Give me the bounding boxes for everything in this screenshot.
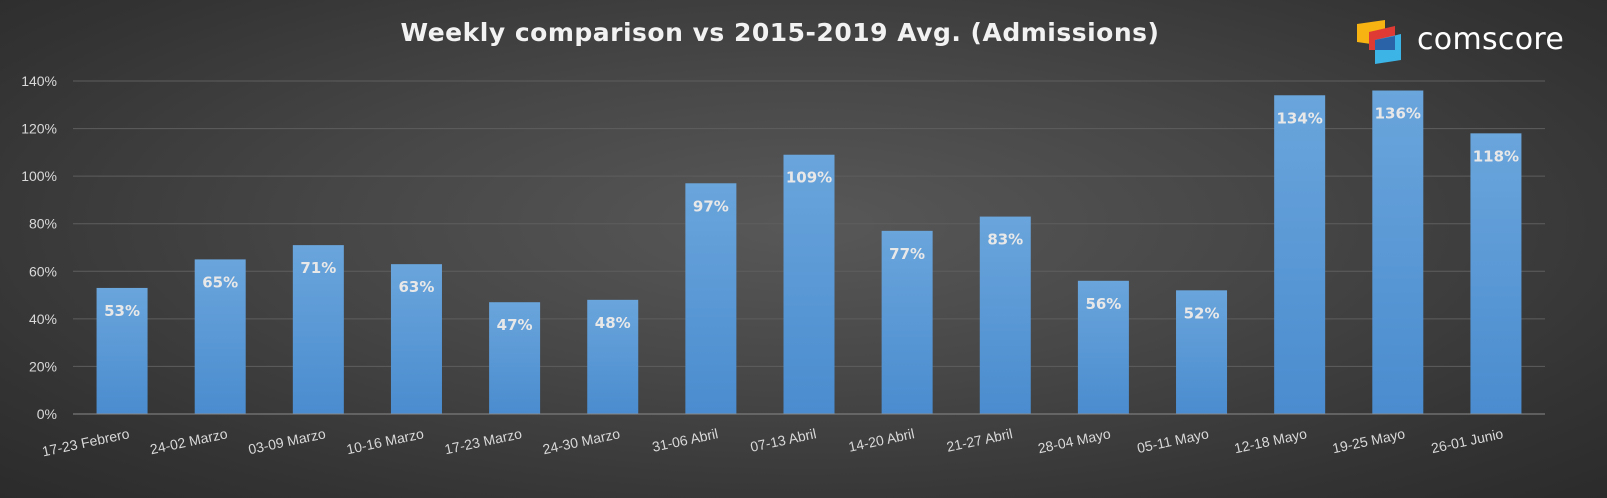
- x-tick-label: 05-11 Mayo: [1136, 425, 1211, 456]
- data-label: 53%: [104, 302, 140, 320]
- x-tick-label: 24-30 Marzo: [541, 425, 621, 457]
- bars: [96, 90, 1522, 415]
- bar: [390, 264, 442, 414]
- bar: [783, 154, 835, 414]
- brand-name: comscore: [1417, 22, 1565, 57]
- data-label: 136%: [1375, 105, 1421, 123]
- bar: [1077, 280, 1129, 414]
- data-label: 71%: [300, 259, 336, 277]
- y-tick-label: 80%: [29, 216, 57, 232]
- chart-title: Weekly comparison vs 2015-2019 Avg. (Adm…: [400, 18, 1160, 47]
- data-label: 48%: [595, 314, 631, 332]
- data-label: 52%: [1184, 304, 1220, 322]
- x-tick-label: 03-09 Marzo: [247, 425, 327, 457]
- bar: [881, 230, 933, 414]
- x-tick-label: 12-18 Mayo: [1233, 425, 1309, 456]
- data-label: 77%: [889, 245, 925, 263]
- x-tick-label: 17-23 Marzo: [443, 425, 523, 457]
- data-label: 63%: [399, 278, 435, 296]
- bar: [1176, 290, 1228, 414]
- y-tick-label: 120%: [21, 121, 57, 137]
- y-axis-ticks: 0% 20% 40% 60% 80% 100% 120% 140%: [21, 73, 57, 422]
- bar: [1274, 95, 1326, 415]
- y-tick-label: 140%: [21, 73, 57, 89]
- x-tick-label: 17-23 Febrero: [41, 425, 131, 459]
- x-tick-label: 21-27 Abril: [945, 425, 1014, 455]
- x-tick-label: 26-01 Junio: [1430, 425, 1505, 456]
- x-tick-label: 28-04 Mayo: [1036, 425, 1112, 456]
- data-label: 47%: [497, 316, 533, 334]
- bar: [587, 299, 639, 414]
- data-label: 118%: [1473, 147, 1519, 165]
- data-label: 56%: [1085, 295, 1121, 313]
- data-labels: 53% 65% 71% 63% 47% 48% 97% 109% 77% 83% 56% 52% 134…: [104, 105, 1519, 335]
- x-tick-label: 19-25 Mayo: [1331, 425, 1407, 456]
- y-tick-label: 100%: [21, 168, 57, 184]
- x-tick-label: 10-16 Marzo: [345, 425, 425, 457]
- data-label: 109%: [786, 169, 832, 187]
- data-label: 97%: [693, 197, 729, 215]
- y-tick-label: 60%: [29, 263, 57, 279]
- bar: [979, 216, 1031, 414]
- bar: [96, 287, 148, 414]
- x-tick-label: 24-02 Marzo: [149, 425, 229, 457]
- data-label: 83%: [987, 231, 1023, 249]
- x-tick-label: 07-13 Abril: [749, 425, 818, 455]
- x-tick-label: 14-20 Abril: [847, 425, 916, 455]
- bar: [292, 245, 344, 414]
- bar: [1470, 133, 1522, 415]
- comscore-logo-icon: [1357, 20, 1401, 64]
- data-label: 65%: [202, 273, 238, 291]
- x-tick-label: 31-06 Abril: [651, 425, 720, 455]
- brand-logo-block: comscore: [1355, 20, 1595, 64]
- y-tick-label: 0%: [37, 406, 57, 422]
- y-tick-label: 40%: [29, 311, 57, 327]
- bar: [194, 259, 246, 414]
- data-label: 134%: [1276, 109, 1322, 127]
- x-axis-ticks: 17-23 Febrero 24-02 Marzo 03-09 Marzo 10-16…: [41, 425, 1505, 459]
- bar: [685, 183, 737, 414]
- bar: [1372, 90, 1424, 414]
- bar: [489, 302, 541, 414]
- y-tick-label: 20%: [29, 358, 57, 374]
